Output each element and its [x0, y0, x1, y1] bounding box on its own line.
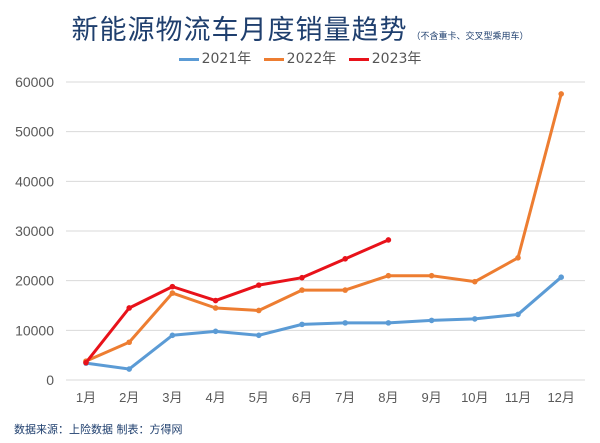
legend: 2021年 2022年 2023年 — [0, 48, 600, 68]
y-tick-label: 60000 — [15, 74, 54, 90]
title-subtitle: （不含重卡、交叉型乘用车） — [411, 32, 529, 42]
legend-item-2022: 2022年 — [263, 48, 337, 68]
x-tick-label: 9月 — [421, 390, 441, 405]
legend-label: 2023年 — [371, 51, 422, 67]
data-point — [126, 366, 132, 372]
data-point — [212, 328, 219, 335]
legend-swatch — [263, 57, 284, 61]
x-tick-label: 12月 — [547, 390, 574, 405]
y-tick-label: 40000 — [15, 173, 54, 189]
data-point — [472, 316, 478, 322]
series-line-2023年 — [84, 238, 390, 364]
x-tick-label: 8月 — [378, 390, 398, 405]
data-point — [212, 305, 219, 311]
data-point — [472, 278, 478, 285]
data-point — [83, 359, 89, 366]
data-source-footer: 数据来源：上险数据 制表：方得网 — [14, 423, 183, 436]
data-point — [515, 311, 521, 318]
y-tick-label: 10000 — [15, 322, 54, 338]
data-point — [169, 332, 176, 339]
y-tick-label: 20000 — [15, 273, 54, 289]
y-tick-label: 50000 — [15, 124, 54, 140]
x-tick-label: 2月 — [119, 390, 139, 405]
legend-label: 2022年 — [286, 51, 337, 67]
data-point — [255, 332, 262, 339]
data-point — [385, 320, 392, 326]
data-point — [169, 290, 176, 296]
legend-label: 2021年 — [201, 51, 252, 67]
data-point — [126, 339, 132, 346]
legend-item-2021: 2021年 — [178, 48, 252, 68]
data-point — [428, 317, 435, 324]
x-tick-label: 4月 — [205, 390, 225, 405]
data-point — [255, 282, 262, 288]
x-tick-label: 5月 — [249, 390, 269, 405]
chart-title: 新能源物流车月度销量趋势 （不含重卡、交叉型乘用车） — [0, 8, 600, 47]
y-tick-label: 30000 — [15, 223, 54, 239]
x-tick-label: 7月 — [335, 390, 355, 405]
title-main: 新能源物流车月度销量趋势 — [71, 15, 408, 46]
x-tick-label: 1月 — [76, 390, 96, 405]
legend-swatch — [348, 57, 369, 61]
x-tick-label: 11月 — [505, 390, 532, 405]
data-point — [299, 274, 305, 281]
data-point — [515, 255, 521, 261]
data-point — [342, 287, 349, 293]
data-point — [212, 297, 219, 304]
data-point — [558, 274, 564, 280]
data-point — [255, 307, 262, 314]
legend-swatch — [178, 57, 199, 61]
data-point — [342, 256, 349, 262]
x-tick-label: 10月 — [461, 390, 488, 405]
data-point — [126, 305, 132, 311]
data-point — [385, 272, 392, 279]
y-tick-label: 0 — [46, 372, 54, 388]
data-point — [428, 272, 435, 279]
x-tick-label: 3月 — [162, 390, 182, 405]
legend-item-2023: 2023年 — [348, 48, 422, 68]
series-line-2021年 — [85, 276, 563, 371]
data-point — [558, 91, 564, 97]
x-tick-label: 6月 — [292, 390, 312, 405]
data-point — [342, 320, 349, 326]
data-point — [385, 237, 392, 243]
data-point — [299, 321, 305, 328]
series-line-2022年 — [85, 93, 563, 363]
data-point — [299, 287, 305, 293]
data-point — [169, 283, 176, 290]
